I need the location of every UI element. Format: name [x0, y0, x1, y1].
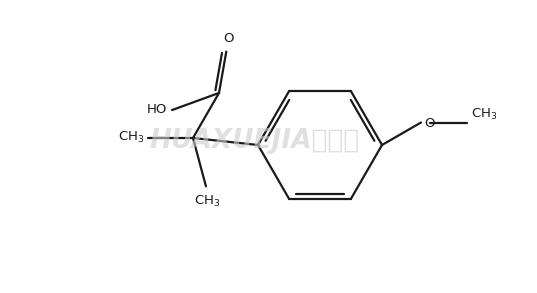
Text: O: O [223, 32, 234, 45]
Text: CH$_3$: CH$_3$ [471, 107, 497, 122]
Text: HO: HO [147, 103, 167, 115]
Text: HUAXUEJIA化学加: HUAXUEJIA化学加 [150, 128, 360, 154]
Text: O: O [424, 117, 434, 130]
Text: CH$_3$: CH$_3$ [194, 194, 220, 209]
Text: CH$_3$: CH$_3$ [118, 130, 144, 144]
